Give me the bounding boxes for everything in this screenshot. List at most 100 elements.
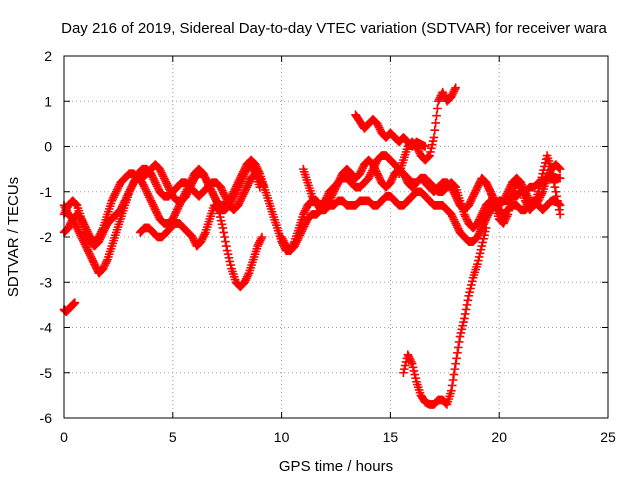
data-point — [534, 183, 544, 193]
y-tick-label: 0 — [44, 139, 52, 155]
data-point — [474, 256, 483, 265]
x-tick-label: 5 — [169, 429, 177, 445]
data-point — [554, 201, 563, 210]
data-point — [429, 133, 439, 142]
data-point — [222, 241, 231, 251]
data-point — [467, 277, 477, 286]
series-2 — [59, 164, 295, 255]
data-point — [411, 373, 420, 383]
chart-title: Day 216 of 2019, Sidereal Day-to-day VTE… — [61, 20, 607, 37]
data-point — [507, 195, 516, 205]
x-tick-label: 0 — [60, 429, 68, 445]
x-axis-label: GPS time / hours — [279, 458, 393, 475]
data-point — [453, 348, 462, 358]
data-point — [400, 364, 409, 374]
data-point — [463, 296, 473, 305]
data-point — [400, 361, 410, 370]
data-point — [462, 300, 472, 310]
x-tick-label: 10 — [274, 429, 290, 445]
data-point — [476, 245, 486, 254]
series-10 — [399, 223, 491, 409]
data-point — [537, 172, 547, 182]
data-point — [474, 252, 484, 262]
data-point — [215, 209, 224, 218]
data-point — [465, 287, 474, 297]
y-tick-label: -5 — [40, 365, 53, 381]
series-4 — [59, 298, 80, 316]
data-point — [547, 169, 557, 178]
data-point — [458, 321, 467, 330]
data-point — [548, 173, 558, 183]
data-point — [534, 187, 543, 197]
data-point — [219, 228, 229, 237]
data-point — [551, 187, 561, 197]
data-point — [453, 343, 463, 352]
data-point — [554, 205, 564, 215]
y-tick-label: -1 — [40, 184, 53, 200]
data-point — [464, 291, 474, 301]
data-point — [430, 125, 440, 135]
data-point — [214, 205, 223, 215]
data-point — [477, 241, 487, 251]
data-point — [70, 298, 80, 307]
data-point — [451, 359, 460, 368]
data-point — [475, 248, 485, 258]
data-point — [555, 164, 565, 174]
data-point — [460, 309, 470, 319]
data-point — [257, 232, 267, 242]
data-point — [550, 182, 560, 192]
data-point — [452, 353, 461, 363]
grid-layer — [64, 56, 608, 418]
data-point — [473, 259, 482, 269]
data-point — [555, 210, 565, 219]
data-point — [428, 136, 438, 146]
data-point — [221, 237, 230, 246]
data-point — [459, 317, 468, 327]
data-point — [457, 325, 467, 334]
data-point — [220, 232, 229, 242]
data-point — [427, 144, 436, 153]
data-point — [478, 238, 487, 247]
data-point — [426, 147, 435, 157]
data-point — [399, 368, 408, 378]
y-tick-label: -2 — [40, 229, 53, 245]
data-point — [450, 364, 460, 374]
data-point — [539, 165, 548, 175]
data-point — [424, 152, 433, 161]
data-point — [554, 163, 564, 173]
data-point — [226, 260, 235, 270]
data-point — [216, 216, 226, 226]
data-point — [448, 375, 458, 385]
data-point — [467, 280, 476, 290]
data-point — [480, 230, 489, 240]
series-1 — [59, 160, 265, 246]
data-point — [409, 366, 419, 376]
data-point — [224, 253, 234, 263]
data-point — [538, 169, 548, 178]
data-point — [420, 142, 430, 151]
y-tick-label: -3 — [40, 274, 53, 290]
data-point — [449, 370, 459, 379]
data-point — [460, 314, 469, 323]
series-11 — [481, 151, 565, 228]
data-point — [408, 363, 418, 372]
y-tick-label: -4 — [40, 320, 53, 336]
series-6 — [286, 155, 565, 255]
data-point — [213, 204, 222, 214]
data-point — [503, 210, 513, 219]
data-point — [431, 118, 440, 128]
data-point — [218, 223, 228, 233]
data-point — [410, 370, 420, 379]
plot-frame — [63, 55, 609, 419]
data-point — [504, 206, 514, 216]
data-point — [536, 176, 546, 186]
data-point — [506, 199, 515, 208]
data-point — [451, 83, 460, 92]
data-point — [225, 257, 235, 266]
data-point — [425, 151, 434, 160]
data-point — [427, 140, 437, 149]
data-layer — [59, 83, 565, 409]
x-tick-label: 15 — [383, 429, 399, 445]
